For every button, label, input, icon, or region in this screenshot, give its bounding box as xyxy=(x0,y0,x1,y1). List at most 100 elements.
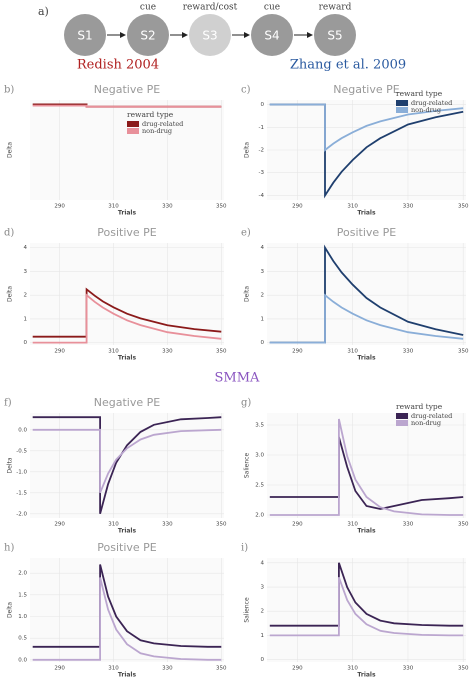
panel-label: h) xyxy=(4,543,14,554)
chart-title: Positive PE xyxy=(97,226,157,239)
legend-title: reward type xyxy=(127,110,174,119)
legend-title: reward type xyxy=(396,89,443,98)
x-tick-label: 290 xyxy=(54,666,65,672)
y-axis-label: Salience xyxy=(244,453,251,479)
legend-title: reward type xyxy=(396,402,443,411)
y-axis-label: Delta xyxy=(7,142,14,158)
y-tick-label: 1.5 xyxy=(18,592,27,598)
state-node xyxy=(64,14,106,56)
legend-label: drug-related xyxy=(411,412,452,420)
y-tick-label: -0.5 xyxy=(16,448,27,454)
edge-label: cue xyxy=(140,3,156,13)
y-axis-label: Delta xyxy=(7,602,14,618)
series-line xyxy=(269,244,464,344)
series-line xyxy=(269,293,464,344)
x-axis-label: Trials xyxy=(357,672,376,679)
y-tick-label: 3 xyxy=(261,269,265,275)
series-line xyxy=(32,104,222,108)
y-tick-label: 0 xyxy=(261,102,265,108)
x-tick-label: 350 xyxy=(458,204,469,210)
state-node xyxy=(314,14,356,56)
legend-label: non-drug xyxy=(411,106,441,114)
x-axis-label: Trials xyxy=(357,210,376,217)
edge-label: reward/cost xyxy=(183,3,238,13)
heading: SMMA xyxy=(215,371,261,386)
y-axis-label: Salience xyxy=(244,597,251,623)
x-tick-label: 290 xyxy=(292,349,303,355)
x-tick-label: 290 xyxy=(292,522,303,528)
series-line xyxy=(32,428,222,494)
x-tick-label: 290 xyxy=(54,204,65,210)
x-tick-label: 330 xyxy=(403,349,414,355)
panel-label: c) xyxy=(241,85,251,96)
y-tick-label: -3 xyxy=(259,170,265,176)
legend-swatch xyxy=(396,413,408,419)
chart-title: Positive PE xyxy=(337,226,397,239)
panel-label: a) xyxy=(38,5,49,18)
x-tick-label: 330 xyxy=(162,349,173,355)
x-tick-label: 310 xyxy=(108,204,119,210)
x-tick-label: 350 xyxy=(458,349,469,355)
state-node xyxy=(189,14,231,56)
y-tick-label: -1.5 xyxy=(16,490,27,496)
y-tick-label: 2 xyxy=(261,293,265,299)
x-axis-label: Trials xyxy=(118,210,137,217)
node-label: S5 xyxy=(327,29,342,43)
y-tick-label: 3.5 xyxy=(255,423,264,429)
y-tick-label: 2 xyxy=(24,293,28,299)
state-node xyxy=(251,14,293,56)
y-tick-label: -1.0 xyxy=(16,469,27,475)
legend-swatch xyxy=(396,107,408,113)
x-axis-label: Trials xyxy=(118,528,137,535)
edge-label: cue xyxy=(264,3,280,13)
plot-area xyxy=(30,100,224,200)
panel-label: e) xyxy=(241,228,251,239)
panel-label: g) xyxy=(241,398,251,409)
y-tick-label: 0 xyxy=(261,340,265,346)
chart-title: Negative PE xyxy=(94,396,160,409)
series-line xyxy=(269,103,464,199)
x-tick-label: 330 xyxy=(403,204,414,210)
y-tick-label: 0.5 xyxy=(18,636,27,642)
legend-swatch xyxy=(127,128,139,134)
legend-label: non-drug xyxy=(411,419,441,427)
y-tick-label: 4 xyxy=(24,245,28,251)
y-tick-label: 4 xyxy=(261,245,265,251)
x-tick-label: 350 xyxy=(216,522,227,528)
y-axis-label: Delta xyxy=(7,286,14,302)
x-tick-label: 330 xyxy=(162,204,173,210)
x-tick-label: 330 xyxy=(162,666,173,672)
y-tick-label: 4 xyxy=(261,560,265,566)
y-tick-label: 2.5 xyxy=(255,483,264,489)
legend-label: non-drug xyxy=(142,127,172,135)
x-tick-label: 310 xyxy=(347,522,358,528)
panel-label: d) xyxy=(4,228,14,239)
edge-label: reward xyxy=(319,3,352,13)
y-tick-label: 3.0 xyxy=(255,453,264,459)
y-tick-label: 1.0 xyxy=(18,614,27,620)
plot-area xyxy=(267,558,466,662)
legend-label: drug-related xyxy=(411,99,452,107)
x-tick-label: 330 xyxy=(162,522,173,528)
plot-area xyxy=(30,413,224,518)
state-node xyxy=(127,14,169,56)
x-tick-label: 350 xyxy=(216,349,227,355)
y-tick-label: -4 xyxy=(259,193,265,199)
plot-area xyxy=(267,413,466,518)
x-tick-label: 350 xyxy=(458,666,469,672)
legend-swatch xyxy=(396,420,408,426)
x-tick-label: 290 xyxy=(54,349,65,355)
y-axis-label: Delta xyxy=(7,457,14,473)
node-label: S4 xyxy=(264,29,279,43)
y-tick-label: 0.0 xyxy=(18,657,27,663)
x-tick-label: 310 xyxy=(108,522,119,528)
series-line xyxy=(269,103,464,152)
panel-label: b) xyxy=(4,85,14,96)
y-tick-label: 3 xyxy=(261,585,265,591)
y-tick-label: -2 xyxy=(259,148,264,154)
x-axis-label: Trials xyxy=(118,672,137,679)
x-tick-label: 350 xyxy=(458,522,469,528)
x-axis-label: Trials xyxy=(357,528,376,535)
x-tick-label: 330 xyxy=(403,522,414,528)
legend-swatch xyxy=(127,121,139,127)
